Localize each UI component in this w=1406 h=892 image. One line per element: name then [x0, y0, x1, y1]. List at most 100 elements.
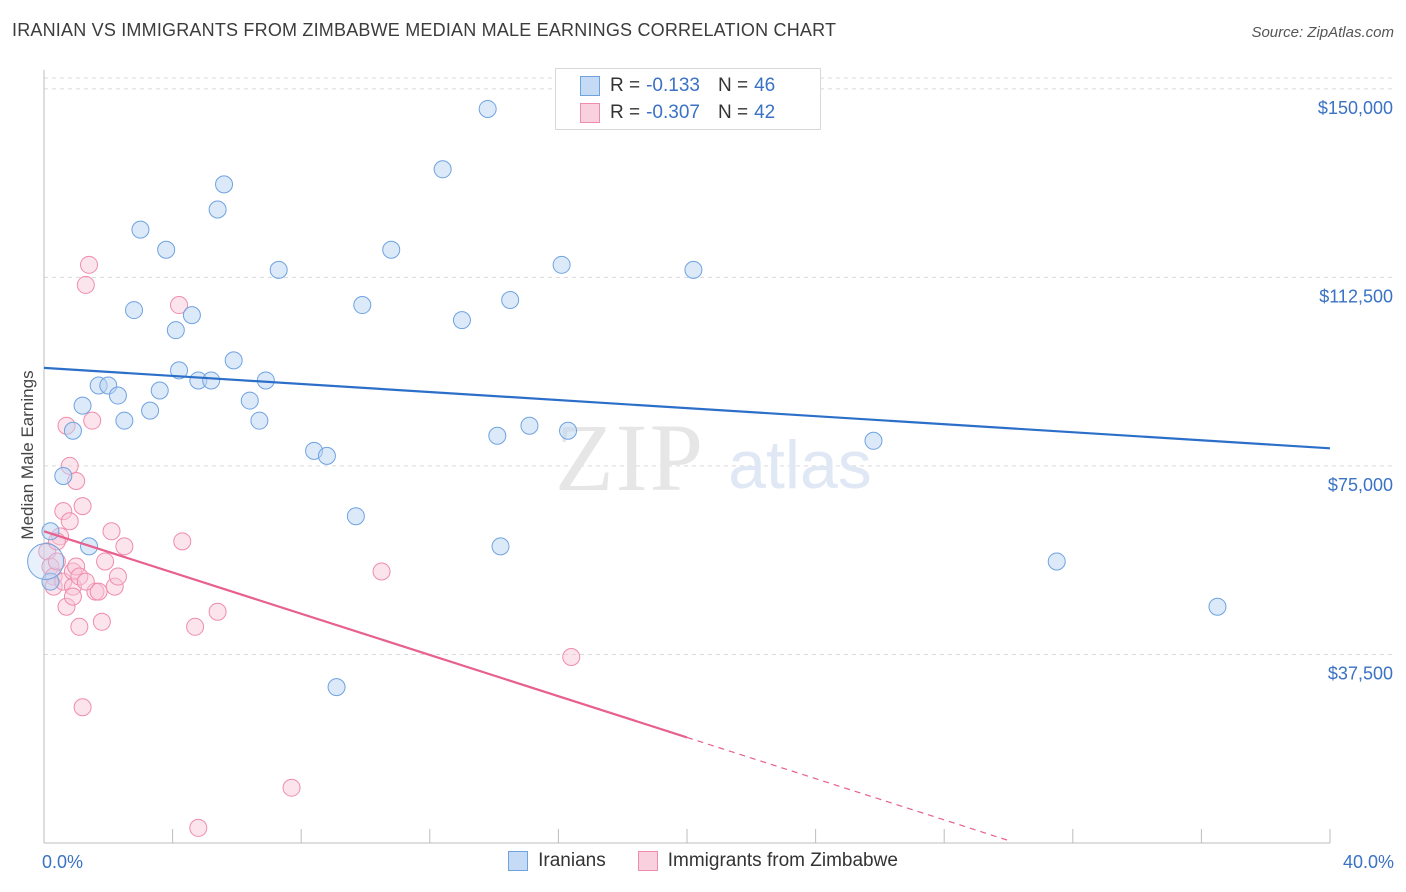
iranians-point — [182, 306, 201, 325]
y-tick-label: $150,000 — [1318, 98, 1393, 118]
zimbabwe-point — [73, 497, 92, 516]
zimbabwe-point — [80, 255, 99, 274]
iranians-point — [1047, 552, 1066, 571]
iranians-point — [208, 200, 227, 219]
grid-layer — [44, 77, 1395, 655]
zimbabwe-point — [60, 512, 79, 531]
iranians-point — [108, 386, 127, 405]
iranians-point — [215, 175, 234, 194]
series-legend: Iranians Immigrants from Zimbabwe — [0, 850, 1406, 872]
axis-layer — [43, 70, 1331, 844]
iranians-point — [317, 446, 336, 465]
iranians-point — [157, 240, 176, 259]
iranians-point — [269, 260, 288, 279]
zimbabwe-point — [73, 698, 92, 717]
zimbabwe-point — [76, 572, 95, 591]
y-tick-labels: $37,500 $75,000 $112,500 $150,000 — [1318, 98, 1393, 684]
zimbabwe-point — [38, 542, 57, 561]
iranians-point — [141, 401, 160, 420]
correlation-legend: R = -0.133 N = 46 R = -0.307 N = 42 — [555, 68, 821, 130]
zimbabwe-point — [96, 552, 115, 571]
iranians-point — [520, 416, 539, 435]
zimbabwe-point — [92, 612, 111, 631]
iranians-point — [346, 507, 365, 526]
iranians-point — [501, 291, 520, 310]
iranians-point — [684, 260, 703, 279]
zimbabwe-point — [372, 562, 391, 581]
iranians-swatch — [580, 76, 600, 96]
x-tick-label-min: 0.0% — [42, 852, 84, 872]
iranians-point — [125, 301, 144, 320]
iranians-point — [864, 431, 883, 450]
n-label: N = — [717, 75, 749, 96]
iranians-point — [452, 311, 471, 330]
iranians-point — [224, 351, 243, 370]
iranians-point — [488, 426, 507, 445]
legend-item-zimbabwe: Immigrants from Zimbabwe — [637, 850, 898, 872]
zimbabwe-swatch — [637, 851, 658, 871]
iranians-point — [202, 371, 221, 390]
zimbabwe-point — [47, 552, 66, 571]
iranians-point — [478, 99, 497, 118]
zimbabwe-point — [108, 567, 127, 586]
iranians-point — [491, 537, 510, 556]
zimbabwe-point — [170, 296, 189, 315]
zimbabwe-point — [57, 597, 76, 616]
legend-item-iranians: Iranians — [508, 850, 606, 872]
zimbabwe-point — [67, 557, 86, 576]
iranians-point — [250, 411, 269, 430]
zimbabwe-point — [189, 818, 208, 837]
iranians-point — [166, 321, 185, 340]
zimbabwe-point — [105, 577, 124, 596]
zimbabwe-point — [208, 602, 227, 621]
chart-title: IRANIAN VS IMMIGRANTS FROM ZIMBABWE MEDI… — [12, 20, 837, 40]
iranians-swatch — [508, 851, 529, 871]
iranians-cluster-point — [27, 542, 65, 580]
legend-label-iranians: Iranians — [538, 850, 606, 871]
iranians-point — [240, 391, 259, 410]
y-tick-label: $37,500 — [1328, 663, 1393, 683]
iranians-point — [552, 255, 571, 274]
n-value: 42 — [754, 102, 776, 123]
legend-row-zimbabwe: R = -0.307 N = 42 — [580, 101, 775, 125]
x-tick-label-max: 40.0% — [1342, 852, 1394, 872]
n-value: 46 — [754, 75, 776, 96]
iranians-point — [115, 411, 134, 430]
r-label: R = — [610, 75, 641, 96]
iranians-point — [433, 160, 452, 179]
legend-label-zimbabwe: Immigrants from Zimbabwe — [667, 850, 898, 871]
zimbabwe-point — [562, 647, 581, 666]
iranians-point — [327, 678, 346, 697]
y-tick-label: $112,500 — [1319, 286, 1393, 306]
trend-layer — [43, 366, 1331, 842]
zimbabwe-point — [282, 778, 301, 797]
zimbabwe-point — [70, 617, 89, 636]
zimbabwe-point — [83, 411, 102, 430]
iranians-point — [131, 220, 150, 239]
iranians-point — [54, 466, 73, 485]
iranians-point — [559, 421, 578, 440]
zimbabwe-point — [54, 502, 73, 521]
watermark: ZIP atlas — [555, 404, 872, 511]
r-label: R = — [610, 102, 641, 123]
zimbabwe-point — [173, 532, 192, 551]
zimbabwe-trend-line — [43, 530, 688, 739]
watermark-zip: ZIP — [555, 404, 705, 511]
iranians-point — [170, 361, 189, 380]
series-iranians-points — [27, 99, 1227, 697]
y-tick-label: $75,000 — [1328, 475, 1393, 495]
zimbabwe-point — [186, 617, 205, 636]
iranians-point — [1208, 597, 1227, 616]
zimbabwe-point — [76, 275, 95, 294]
iranians-point — [150, 381, 169, 400]
watermark-atlas: atlas — [728, 427, 872, 503]
zimbabwe-swatch — [580, 103, 600, 123]
legend-row-iranians: R = -0.133 N = 46 — [580, 74, 775, 98]
iranians-point — [353, 296, 372, 315]
r-value: -0.307 — [646, 102, 700, 123]
r-value: -0.133 — [646, 75, 700, 96]
n-label: N = — [717, 102, 749, 123]
zimbabwe-point — [115, 537, 134, 556]
zimbabwe-point — [63, 587, 82, 606]
